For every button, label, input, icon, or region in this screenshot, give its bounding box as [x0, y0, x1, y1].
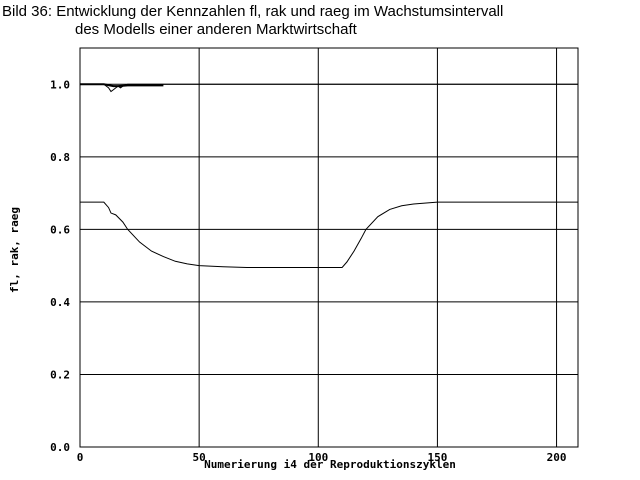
- y-tick-label: 0.0: [50, 441, 70, 454]
- line-series: [80, 201, 578, 268]
- x-tick-label: 100: [308, 451, 328, 464]
- chart-title: Bild 36: Entwicklung der Kennzahlen fl, …: [2, 3, 503, 20]
- y-tick-label: 0.2: [50, 368, 70, 381]
- chart-title: des Modells einer anderen Marktwirtschaf…: [75, 21, 358, 38]
- x-tick-label: 150: [427, 451, 447, 464]
- line-series: [80, 83, 164, 88]
- x-axis-label: Numerierung i4 der Reproduktionszyklen: [204, 458, 456, 471]
- y-tick-label: 1.0: [50, 78, 70, 91]
- x-tick-label: 200: [547, 451, 567, 464]
- y-tick-label: 0.6: [50, 223, 70, 236]
- y-axis-label: fl, rak, raeg: [8, 207, 21, 293]
- x-tick-label: 0: [77, 451, 84, 464]
- y-tick-label: 0.8: [50, 151, 70, 164]
- plot-frame: [79, 47, 579, 448]
- y-tick-label: 0.4: [50, 296, 70, 309]
- x-tick-label: 50: [193, 451, 206, 464]
